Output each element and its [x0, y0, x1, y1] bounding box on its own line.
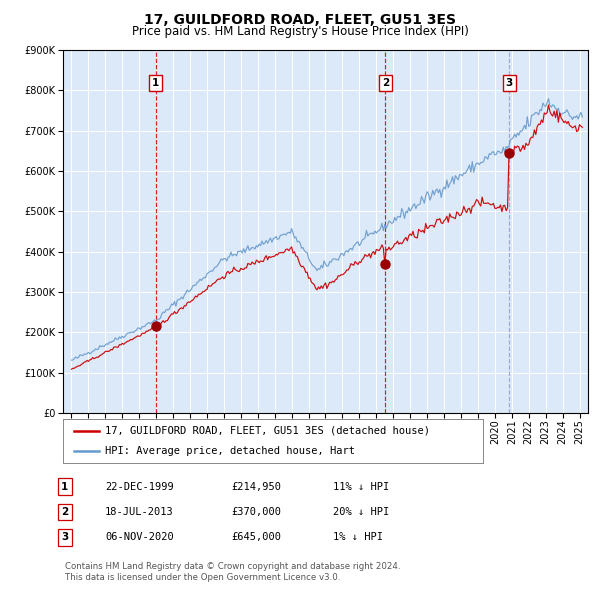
Text: Contains HM Land Registry data © Crown copyright and database right 2024.: Contains HM Land Registry data © Crown c… [65, 562, 400, 571]
Text: 1% ↓ HPI: 1% ↓ HPI [333, 533, 383, 542]
Text: 3: 3 [506, 78, 513, 88]
Text: 1: 1 [61, 482, 68, 491]
Text: 18-JUL-2013: 18-JUL-2013 [105, 507, 174, 517]
Text: 17, GUILDFORD ROAD, FLEET, GU51 3ES (detached house): 17, GUILDFORD ROAD, FLEET, GU51 3ES (det… [105, 426, 430, 436]
Text: 06-NOV-2020: 06-NOV-2020 [105, 533, 174, 542]
Text: 20% ↓ HPI: 20% ↓ HPI [333, 507, 389, 517]
Text: HPI: Average price, detached house, Hart: HPI: Average price, detached house, Hart [105, 446, 355, 456]
Text: 3: 3 [61, 533, 68, 542]
Text: £214,950: £214,950 [231, 482, 281, 491]
Text: £645,000: £645,000 [231, 533, 281, 542]
Text: 11% ↓ HPI: 11% ↓ HPI [333, 482, 389, 491]
Text: 22-DEC-1999: 22-DEC-1999 [105, 482, 174, 491]
Text: 2: 2 [382, 78, 389, 88]
Text: 2: 2 [61, 507, 68, 517]
Text: This data is licensed under the Open Government Licence v3.0.: This data is licensed under the Open Gov… [65, 572, 340, 582]
Text: 1: 1 [152, 78, 159, 88]
Text: 17, GUILDFORD ROAD, FLEET, GU51 3ES: 17, GUILDFORD ROAD, FLEET, GU51 3ES [144, 13, 456, 27]
Text: Price paid vs. HM Land Registry's House Price Index (HPI): Price paid vs. HM Land Registry's House … [131, 25, 469, 38]
Text: £370,000: £370,000 [231, 507, 281, 517]
